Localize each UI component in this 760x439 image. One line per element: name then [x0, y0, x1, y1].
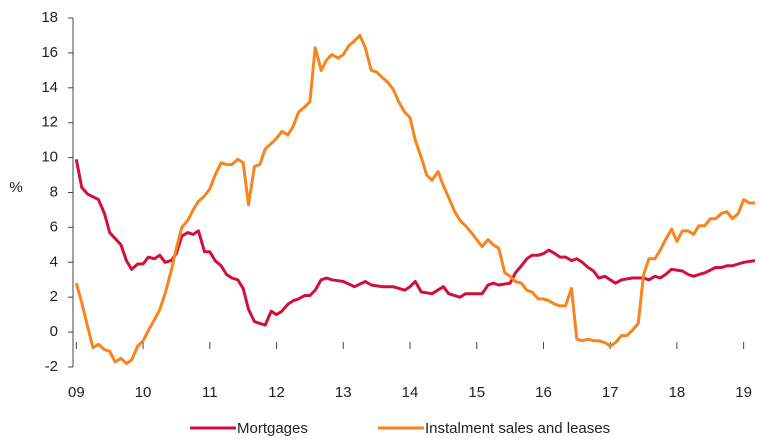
x-tick-label: 17 — [602, 384, 619, 401]
legend-label: Mortgages — [237, 420, 308, 437]
y-tick-label: 2 — [50, 288, 58, 305]
x-tick-label: 12 — [268, 384, 285, 401]
x-tick-label: 16 — [535, 384, 552, 401]
y-tick-label: 4 — [50, 253, 58, 270]
y-tick-label: 0 — [50, 323, 58, 340]
x-tick-label: 18 — [669, 384, 686, 401]
y-tick-label: 10 — [41, 149, 58, 166]
x-tick-label: 13 — [335, 384, 352, 401]
legend-label: Instalment sales and leases — [425, 420, 610, 437]
x-tick-label: 14 — [402, 384, 419, 401]
x-tick-label: 10 — [135, 384, 152, 401]
x-tick-label: 19 — [735, 384, 752, 401]
x-tick-label: 11 — [202, 384, 218, 401]
y-tick-label: 8 — [50, 183, 58, 200]
series-line — [74, 159, 756, 327]
x-tick-label: 15 — [468, 384, 485, 401]
y-tick-label: 12 — [41, 114, 58, 131]
series-line — [74, 33, 755, 365]
y-axis-label: % — [9, 179, 22, 196]
y-tick-label: 14 — [41, 79, 58, 96]
x-tick-label: 09 — [68, 384, 85, 401]
y-tick-label: -2 — [45, 358, 58, 375]
y-tick-label: 16 — [41, 44, 58, 61]
y-tick-label: 6 — [50, 218, 58, 235]
y-tick-label: 18 — [41, 9, 58, 26]
